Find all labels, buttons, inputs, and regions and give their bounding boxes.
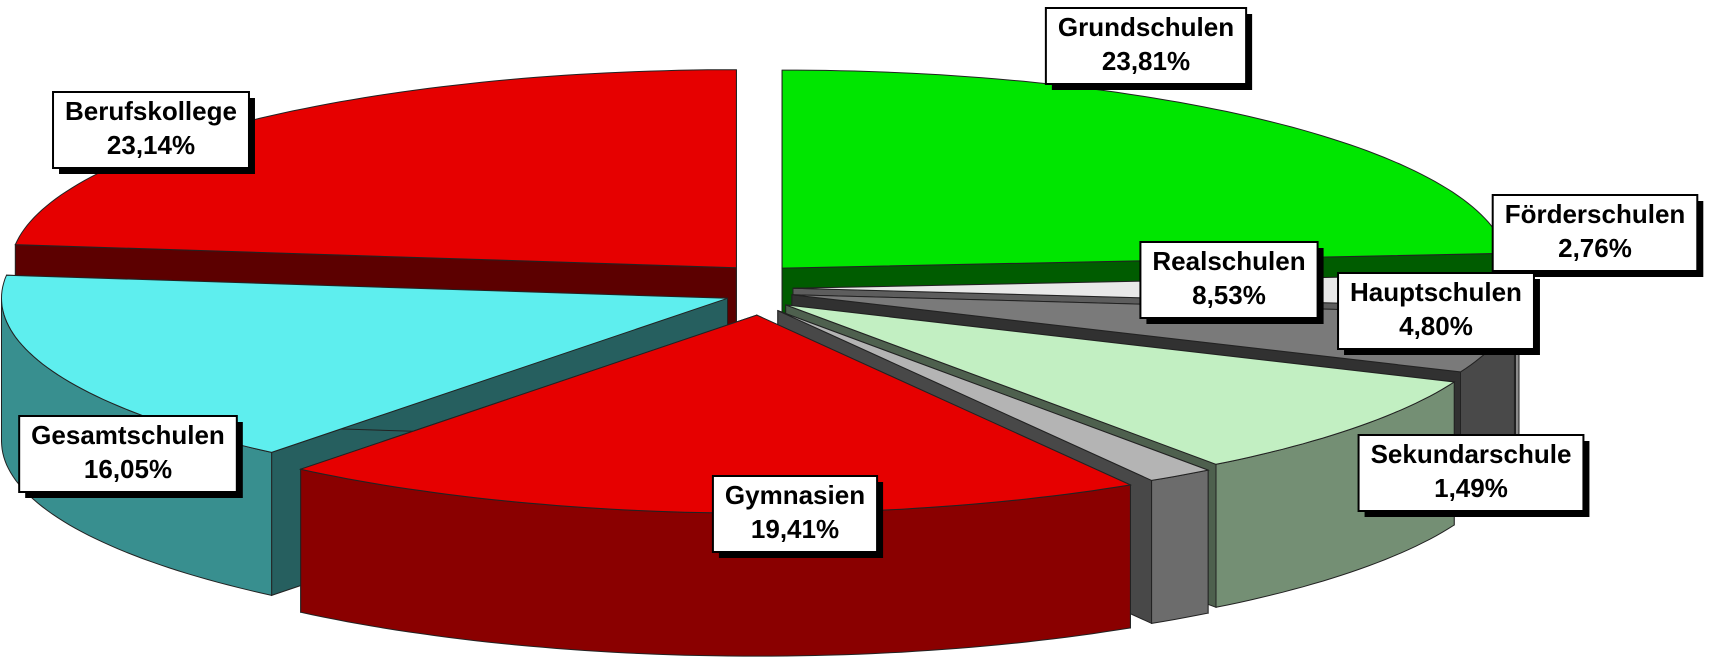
data-label: Berufskollege 23,14%: [52, 91, 255, 174]
label-box: [18, 415, 238, 493]
label-value: 23,14%: [107, 130, 195, 160]
label-box: [1337, 272, 1535, 350]
slice: [777, 310, 1210, 481]
label-category: Förderschulen: [1505, 199, 1686, 229]
slice-side: [1151, 469, 1209, 624]
data-label: Hauptschulen 4,80%: [1337, 272, 1540, 355]
label-box: [1139, 241, 1319, 319]
label-category: Realschulen: [1152, 246, 1305, 276]
label-box: [1044, 7, 1248, 85]
label-value: 2,76%: [1558, 233, 1632, 263]
label-box: [711, 475, 879, 553]
label-category: Gymnasien: [725, 480, 865, 510]
data-label: Sekundarschule 1,49%: [1357, 434, 1590, 517]
label-value: 8,53%: [1192, 280, 1266, 310]
data-label: Gesamtschulen 16,05%: [18, 415, 243, 498]
label-box: [1357, 434, 1585, 512]
label-category: Gesamtschulen: [31, 420, 225, 450]
label-box: [52, 91, 250, 169]
label-value: 23,81%: [1102, 46, 1190, 76]
data-label: Gymnasien 19,41%: [711, 475, 884, 558]
slice: [785, 304, 1456, 465]
label-value: 1,49%: [1434, 473, 1508, 503]
label-value: 16,05%: [84, 454, 172, 484]
label-category: Hauptschulen: [1350, 277, 1522, 307]
label-category: Grundschulen: [1058, 12, 1234, 42]
label-category: Berufskollege: [65, 96, 237, 126]
data-label: Grundschulen 23,81%: [1044, 7, 1253, 90]
label-value: 4,80%: [1399, 311, 1473, 341]
label-value: 19,41%: [751, 514, 839, 544]
label-category: Sekundarschule: [1371, 439, 1572, 469]
slice: [781, 69, 1507, 269]
slice: [298, 314, 1133, 514]
data-label: Realschulen 8,53%: [1139, 241, 1324, 324]
label-box: [1491, 194, 1699, 272]
data-label: Förderschulen 2,76%: [1491, 194, 1704, 277]
